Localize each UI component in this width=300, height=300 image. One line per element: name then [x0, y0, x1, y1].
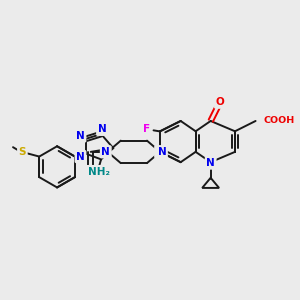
Text: N: N: [76, 152, 85, 162]
Text: N: N: [156, 147, 164, 157]
Text: S: S: [19, 147, 26, 157]
Text: NH₂: NH₂: [88, 167, 110, 176]
Text: O: O: [216, 97, 224, 107]
Text: N: N: [206, 158, 215, 168]
Text: COOH: COOH: [263, 116, 294, 124]
Text: N: N: [76, 131, 85, 141]
Text: O: O: [86, 167, 95, 176]
Text: N: N: [158, 147, 166, 157]
Text: F: F: [143, 124, 151, 134]
Text: N: N: [101, 147, 110, 157]
Text: N: N: [98, 124, 106, 134]
